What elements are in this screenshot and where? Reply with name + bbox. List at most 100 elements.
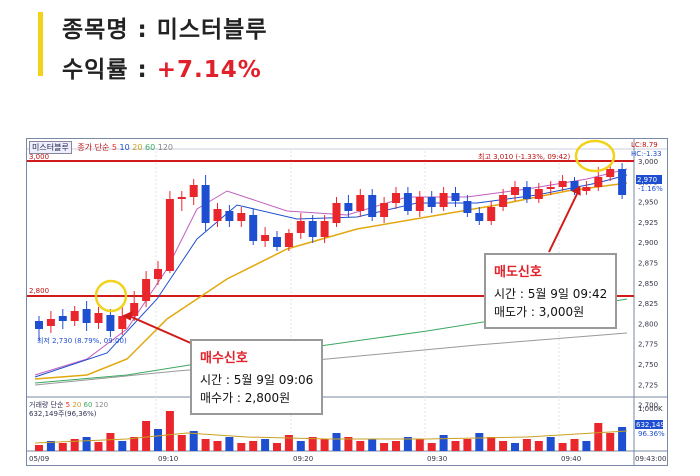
volume-bar [284, 435, 293, 451]
buy-signal-box: 매수신호 시간 : 5월 9일 09:06 매수가 : 2,800원 [190, 339, 324, 415]
volume-bar [213, 441, 222, 451]
volume-bar [142, 421, 151, 451]
volume-bar [344, 437, 353, 451]
stock-name-label: 종목명 : [62, 17, 148, 43]
volume-bar [463, 439, 472, 451]
chart-symbol-box[interactable]: 미스터블루 [29, 141, 72, 154]
volume-bar [130, 437, 139, 451]
candle-body [189, 185, 198, 197]
sell-signal-title: 매도신호 [494, 265, 542, 280]
volume-bar [499, 441, 508, 451]
candle-body [451, 193, 460, 201]
candle-body [522, 187, 531, 199]
candle-body [142, 279, 151, 301]
volume-bar [165, 411, 174, 451]
volume-bars [34, 411, 628, 451]
price-axis-ticks: 3,0002,9752,9502,9252,9002,8752,8502,825… [638, 158, 658, 430]
time-axis-ticks: 05/09 09:10 09:20 09:30 09:40 09:43:00 [29, 455, 666, 463]
volume-bar [606, 433, 615, 451]
volume-bar [392, 441, 400, 451]
candle-body [511, 187, 519, 195]
candle-body [284, 233, 293, 247]
candle-body [58, 316, 67, 321]
current-price-tag [636, 175, 662, 184]
candle-body [618, 169, 627, 195]
candle-body [499, 195, 508, 207]
price-axis-tick: 2,850 [638, 280, 658, 288]
candle-body [165, 199, 174, 271]
candle-body [225, 211, 234, 221]
time-axis-tick: 09:40 [561, 455, 581, 463]
volume-bar [380, 443, 389, 451]
price-axis-tick: 2,875 [638, 260, 658, 268]
volume-bar [177, 435, 186, 451]
ma-5: 5 [111, 143, 117, 152]
volume-bar [35, 445, 43, 451]
volume-ma-line [34, 430, 628, 444]
candle-body [475, 213, 484, 221]
candle-body [427, 197, 436, 207]
candle-body [177, 197, 186, 199]
volume-bar [546, 437, 555, 451]
volume-bar [534, 441, 543, 451]
candle-body [380, 203, 389, 217]
price-axis-tick: 2,750 [638, 361, 658, 369]
candle-body [606, 169, 615, 177]
candle-body [154, 269, 162, 279]
volume-bar [439, 435, 448, 451]
ma-line-20 [34, 182, 628, 380]
candle-body [35, 321, 43, 329]
candle-body [487, 207, 496, 221]
time-axis-tick: 09:43:00 [635, 455, 666, 463]
return-row: 수익률 : +7.14% [62, 50, 262, 84]
volume-bar [618, 427, 627, 451]
time-axis-tick: 09:20 [293, 455, 313, 463]
volume-bar [487, 437, 496, 451]
volume-legend: 거래량 단순 5 20 60 120 [29, 400, 108, 409]
buy-highlight-circle [94, 279, 128, 313]
volume-bar [475, 433, 484, 451]
volume-bar [106, 433, 115, 451]
volume-axis-tick: 1,000K [638, 405, 663, 413]
candle-body [201, 185, 210, 223]
volume-bar [154, 429, 162, 451]
volume-bar [594, 423, 603, 451]
candle-body [392, 193, 400, 203]
ma-120: 120 [157, 143, 174, 152]
volume-bar [570, 439, 579, 451]
current-price: 2,970 [637, 176, 657, 184]
candle-body [463, 201, 472, 213]
volume-bar [427, 443, 436, 451]
candle-body [320, 221, 329, 237]
candle-body [439, 193, 448, 207]
buy-signal-price: 매수가 : 2,800원 [200, 391, 291, 405]
price-axis-tick: 2,825 [638, 300, 658, 308]
sell-arrow-line [548, 193, 578, 253]
volume-bar [558, 443, 567, 451]
volume-bar [70, 439, 79, 451]
buy-signal-title: 매수신호 [200, 351, 248, 366]
price-axis-tick: 2,775 [638, 341, 658, 349]
volume-bar [249, 441, 258, 451]
sell-signal-price: 매도가 : 3,000원 [494, 305, 585, 319]
volume-bar [308, 437, 317, 451]
candle-body [534, 189, 543, 199]
chart-canvas: 3,0002,9752,9502,9252,9002,8752,8502,825… [27, 139, 667, 465]
volume-bar [201, 439, 210, 451]
candle-body [546, 187, 555, 189]
volume-bar [94, 442, 103, 451]
price-axis-tick: 2,725 [638, 381, 658, 389]
high-annotation: 최고 3,010 (-1.33%, 09:42) [478, 152, 570, 161]
candle-body [415, 197, 424, 211]
sell-arrow-head [571, 185, 581, 196]
candle-body [70, 311, 79, 321]
return-value: +7.14% [156, 57, 262, 83]
chart-legend: 미스터블루 종가 단순 5 10 20 60 120 [29, 141, 173, 154]
candle-body [94, 313, 103, 323]
price-axis-tick: 2,800 [638, 320, 658, 328]
volume-bar [118, 441, 127, 451]
volume-current: 632,149 [636, 421, 665, 429]
candle-body [403, 193, 412, 211]
sell-signal-box: 매도신호 시간 : 5월 9일 09:42 매도가 : 3,000원 [484, 253, 618, 329]
candle-body [308, 221, 317, 237]
